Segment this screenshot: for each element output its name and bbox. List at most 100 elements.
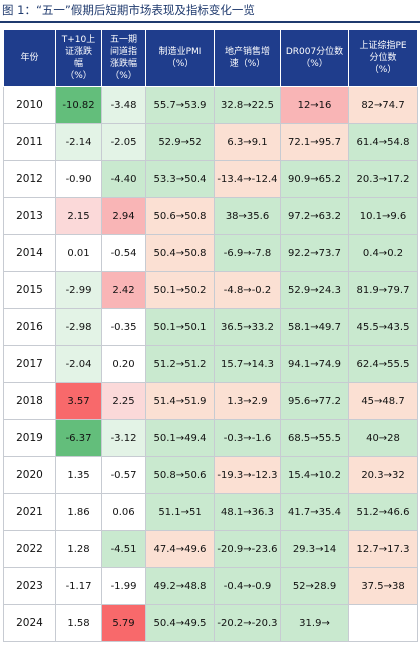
sh-t10-change-cell: 2.15 — [55, 197, 102, 235]
sh-t10-change-cell: -1.17 — [55, 567, 102, 605]
property-sales-cell: -20.9→-23.6 — [214, 530, 281, 568]
property-sales-cell: 1.3→2.9 — [214, 382, 281, 420]
sh-t10-change-cell: 0.01 — [55, 234, 102, 272]
sh-t10-change-cell: -2.14 — [55, 123, 102, 161]
sh-t10-change-cell: -2.98 — [55, 308, 102, 346]
pmi-cell: 50.6→50.8 — [145, 197, 215, 235]
year-cell: 2013 — [3, 197, 56, 235]
sh-t10-change-cell: 1.28 — [55, 530, 102, 568]
table-row: 2020 1.35 -0.57 50.8→50.6 -19.3→-12.3 15.4→10… — [3, 456, 418, 494]
year-cell: 2010 — [3, 86, 56, 124]
header-property-sales: 地产销售增 速（%） — [214, 29, 281, 87]
sh-t10-change-cell: -10.82 — [55, 86, 102, 124]
dr007-percentile-cell: 90.9→65.2 — [280, 160, 349, 198]
table-row: 2012 -0.90 -4.40 53.3→50.4 -13.4→-12.4 90.9→6… — [3, 160, 418, 198]
property-sales-cell: -0.4→-0.9 — [214, 567, 281, 605]
pmi-cell: 51.4→51.9 — [145, 382, 215, 420]
dr007-percentile-cell: 15.4→10.2 — [280, 456, 349, 494]
property-sales-cell: 6.3→9.1 — [214, 123, 281, 161]
property-sales-cell: -13.4→-12.4 — [214, 160, 281, 198]
pmi-cell: 50.8→50.6 — [145, 456, 215, 494]
year-cell: 2018 — [3, 382, 56, 420]
dr007-percentile-cell: 12→16 — [280, 86, 349, 124]
year-cell: 2022 — [3, 530, 56, 568]
table-row: 2016 -2.98 -0.35 50.1→50.1 36.5→33.2 58.1→49.… — [3, 308, 418, 346]
year-cell: 2016 — [3, 308, 56, 346]
header-year: 年份 — [3, 29, 56, 87]
sh-t10-change-cell: 3.57 — [55, 382, 102, 420]
header-sh-t10-change: T+10上 证涨跌 幅 （%） — [55, 29, 102, 87]
pmi-cell: 50.1→49.4 — [145, 419, 215, 457]
pe-percentile-cell: 62.4→55.5 — [348, 345, 418, 383]
figure-title: 图 1：“五一”假期后短期市场表现及指标变化一览 — [2, 3, 255, 17]
sh-t10-change-cell: 1.58 — [55, 604, 102, 642]
pe-percentile-cell: 45.5→43.5 — [348, 308, 418, 346]
sh-t10-change-cell: -6.37 — [55, 419, 102, 457]
table-row: 2017 -2.04 0.20 51.2→51.2 15.7→14.3 94.1→74.9… — [3, 345, 418, 383]
dow-change-cell: 0.20 — [101, 345, 146, 383]
table-row: 2014 0.01 -0.54 50.4→50.8 -6.9→-7.8 92.2→73.7… — [3, 234, 418, 272]
pe-percentile-cell: 61.4→54.8 — [348, 123, 418, 161]
pmi-cell: 50.1→50.2 — [145, 271, 215, 309]
dr007-percentile-cell: 97.2→63.2 — [280, 197, 349, 235]
pe-percentile-cell: 10.1→9.6 — [348, 197, 418, 235]
property-sales-cell: -0.3→-1.6 — [214, 419, 281, 457]
property-sales-cell: -19.3→-12.3 — [214, 456, 281, 494]
dr007-percentile-cell: 29.3→14 — [280, 530, 349, 568]
table-row: 2013 2.15 2.94 50.6→50.8 38→35.6 97.2→63.2 10.… — [3, 197, 418, 235]
year-cell: 2012 — [3, 160, 56, 198]
dow-change-cell: -4.51 — [101, 530, 146, 568]
property-sales-cell: 38→35.6 — [214, 197, 281, 235]
property-sales-cell: 32.8→22.5 — [214, 86, 281, 124]
title-underline — [0, 21, 420, 23]
table-row: 2022 1.28 -4.51 47.4→49.6 -20.9→-23.6 29.3→14… — [3, 530, 418, 568]
property-sales-cell: -6.9→-7.8 — [214, 234, 281, 272]
header-pe-percentile: 上证综指PE 分位数 （%） — [348, 29, 418, 87]
dow-change-cell: 0.06 — [101, 493, 146, 531]
pe-percentile-cell: 82→74.7 — [348, 86, 418, 124]
dow-change-cell: -0.35 — [101, 308, 146, 346]
pmi-cell: 51.1→51 — [145, 493, 215, 531]
dr007-percentile-cell: 72.1→95.7 — [280, 123, 349, 161]
dr007-percentile-cell: 68.5→55.5 — [280, 419, 349, 457]
sh-t10-change-cell: -0.90 — [55, 160, 102, 198]
pe-percentile-cell: 81.9→79.7 — [348, 271, 418, 309]
year-cell: 2021 — [3, 493, 56, 531]
pe-percentile-cell: 45→48.7 — [348, 382, 418, 420]
pe-percentile-cell: 20.3→32 — [348, 456, 418, 494]
pe-percentile-cell: 12.7→17.3 — [348, 530, 418, 568]
table-body: 2010 -10.82 -3.48 55.7→53.9 32.8→22.5 12→16 82… — [3, 86, 418, 642]
sh-t10-change-cell: -2.99 — [55, 271, 102, 309]
pe-percentile-cell: 20.3→17.2 — [348, 160, 418, 198]
year-cell: 2014 — [3, 234, 56, 272]
year-cell: 2017 — [3, 345, 56, 383]
dow-change-cell: -3.48 — [101, 86, 146, 124]
year-cell: 2015 — [3, 271, 56, 309]
year-cell: 2011 — [3, 123, 56, 161]
sh-t10-change-cell: -2.04 — [55, 345, 102, 383]
dow-change-cell: -1.99 — [101, 567, 146, 605]
data-table: 年份 T+10上 证涨跌 幅 （%） 五一期 间道指 涨跌幅 （%） 制造业PM… — [3, 29, 418, 642]
dow-change-cell: -0.54 — [101, 234, 146, 272]
dr007-percentile-cell: 52→28.9 — [280, 567, 349, 605]
pe-percentile-cell: 51.2→46.6 — [348, 493, 418, 531]
pmi-cell: 49.2→48.8 — [145, 567, 215, 605]
header-dr007-percentile: DR007分位数 （%） — [280, 29, 349, 87]
dr007-percentile-cell: 94.1→74.9 — [280, 345, 349, 383]
pmi-cell: 52.9→52 — [145, 123, 215, 161]
pe-percentile-cell: 40→28 — [348, 419, 418, 457]
dr007-percentile-cell: 92.2→73.7 — [280, 234, 349, 272]
pmi-cell: 51.2→51.2 — [145, 345, 215, 383]
dr007-percentile-cell: 41.7→35.4 — [280, 493, 349, 531]
header-pmi: 制造业PMI （%） — [145, 29, 215, 87]
dow-change-cell: 5.79 — [101, 604, 146, 642]
pmi-cell: 53.3→50.4 — [145, 160, 215, 198]
property-sales-cell: -4.8→-0.2 — [214, 271, 281, 309]
pmi-cell: 50.4→49.5 — [145, 604, 215, 642]
header-dow-change: 五一期 间道指 涨跌幅 （%） — [101, 29, 146, 87]
dr007-percentile-cell: 58.1→49.7 — [280, 308, 349, 346]
property-sales-cell: 15.7→14.3 — [214, 345, 281, 383]
sh-t10-change-cell: 1.86 — [55, 493, 102, 531]
year-cell: 2023 — [3, 567, 56, 605]
dr007-percentile-cell: 95.6→77.2 — [280, 382, 349, 420]
